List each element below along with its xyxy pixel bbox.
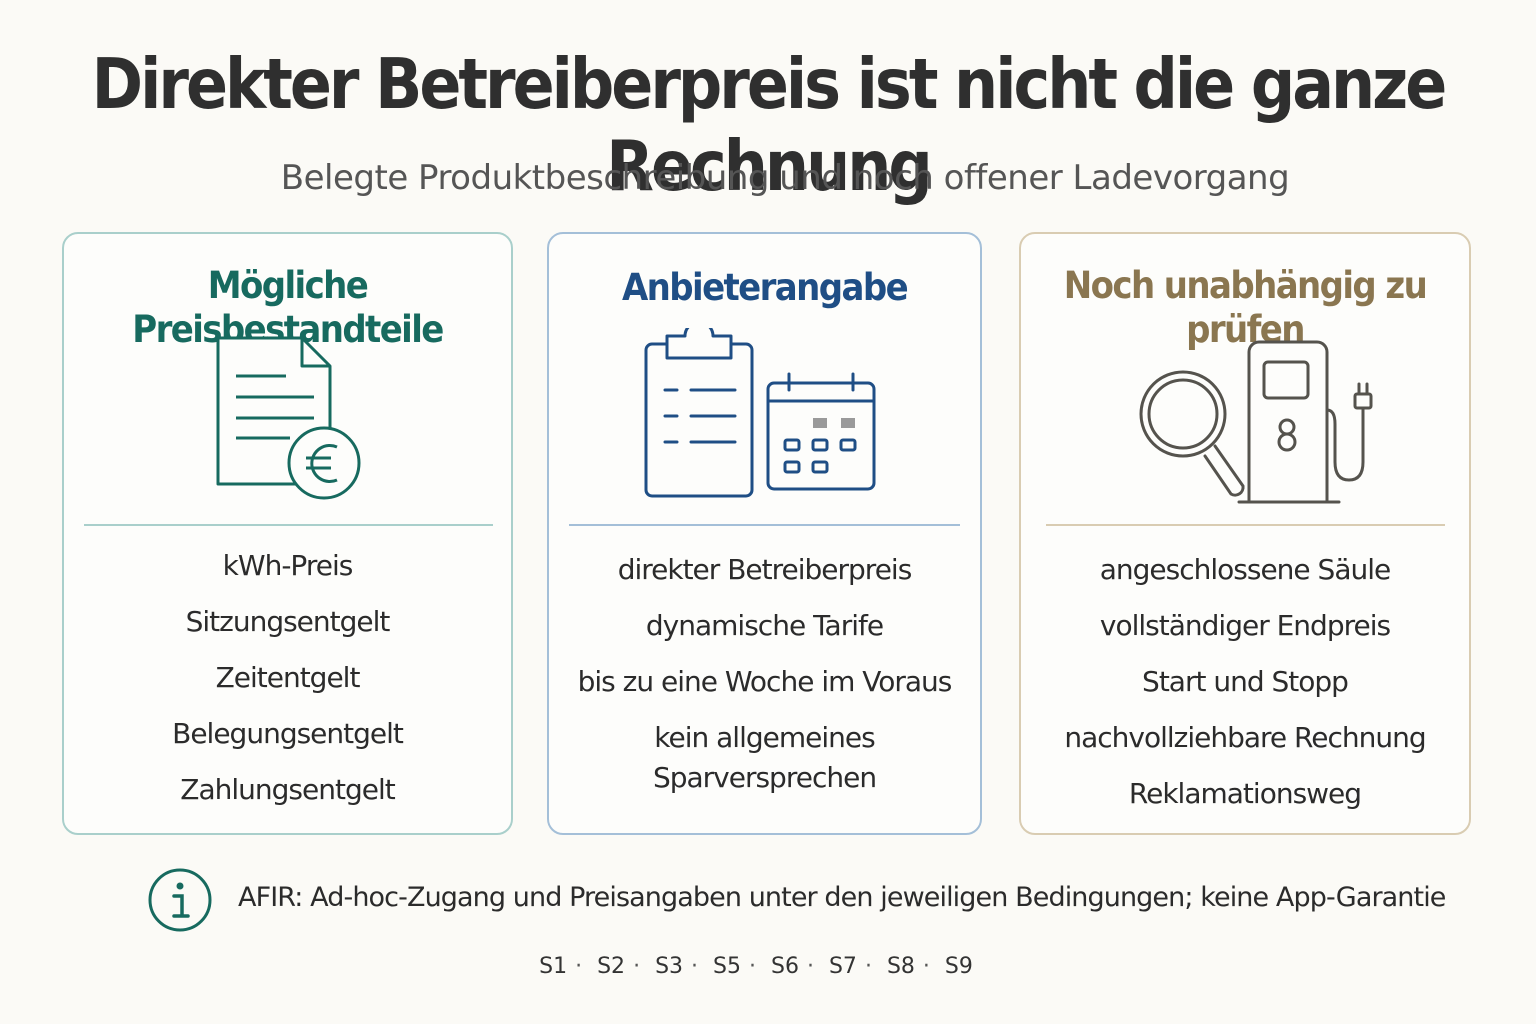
list-item: Zahlungsentgelt	[180, 773, 395, 806]
card-title: Noch unabhängig zu prüfen	[1063, 264, 1428, 352]
source-ref: S3	[655, 954, 684, 979]
card-price-components: Mögliche Preisbestandteile kWh-Preis Sit…	[62, 232, 513, 835]
info-icon	[148, 868, 212, 932]
list-item: bis zu eine Woche im Voraus	[577, 665, 953, 698]
note-text: AFIR: Ad-hoc-Zugang und Preisangaben unt…	[238, 882, 1446, 913]
list-item: kWh-Preis	[222, 549, 354, 582]
list-item: Zeitentgelt	[215, 661, 361, 694]
source-list: S1 · S2 · S3 · S5 · S6 · S7 · S8 · S9	[539, 954, 973, 979]
source-ref: S5	[713, 954, 741, 979]
source-ref: S1	[539, 954, 568, 979]
list-item: dynamische Tarife	[645, 609, 884, 642]
page-subtitle: Belegte Produktbeschreibung und noch off…	[280, 158, 1290, 198]
list-item: direkter Betreiberpreis	[617, 553, 913, 586]
list-item: Start und Stopp	[1142, 665, 1349, 698]
item-list: direkter Betreiberpreis dynamische Tarif…	[549, 550, 980, 794]
divider	[1046, 524, 1445, 526]
source-ref: S9	[944, 954, 973, 979]
document-euro-icon	[216, 336, 361, 500]
list-item: Sitzungsentgelt	[185, 605, 391, 638]
source-ref: S2	[597, 954, 626, 979]
magnifier-charger-icon	[1139, 340, 1373, 504]
divider	[569, 524, 960, 526]
list-item: angeschlossene Säule	[1099, 553, 1392, 586]
source-ref: S6	[771, 954, 799, 979]
card-provider-info: Anbieterangabe direkter Betreiberpreis d…	[547, 232, 982, 835]
card-title: Anbieterangabe	[621, 266, 909, 310]
page-title: Direkter Betreiberpreis ist nicht die ga…	[91, 43, 1448, 207]
list-item: Reklamationsweg	[1128, 777, 1362, 810]
source-ref: S8	[886, 954, 915, 979]
item-list: angeschlossene Säule vollständiger Endpr…	[1021, 550, 1469, 830]
card-to-verify: Noch unabhängig zu prüfen angeschlossene…	[1019, 232, 1471, 835]
clipboard-calendar-icon	[644, 328, 876, 498]
list-item: Belegungsentgelt	[172, 717, 404, 750]
source-ref: S7	[828, 954, 857, 979]
list-item: nachvollziehbare Rechnung	[1064, 721, 1426, 754]
list-item: kein allgemeines Sparversprechen	[652, 721, 877, 794]
item-list: kWh-Preis Sitzungsentgelt Zeitentgelt Be…	[64, 546, 511, 826]
list-item: vollständiger Endpreis	[1099, 609, 1391, 642]
divider	[84, 524, 493, 526]
card-title: Mögliche Preisbestandteile	[132, 264, 444, 352]
